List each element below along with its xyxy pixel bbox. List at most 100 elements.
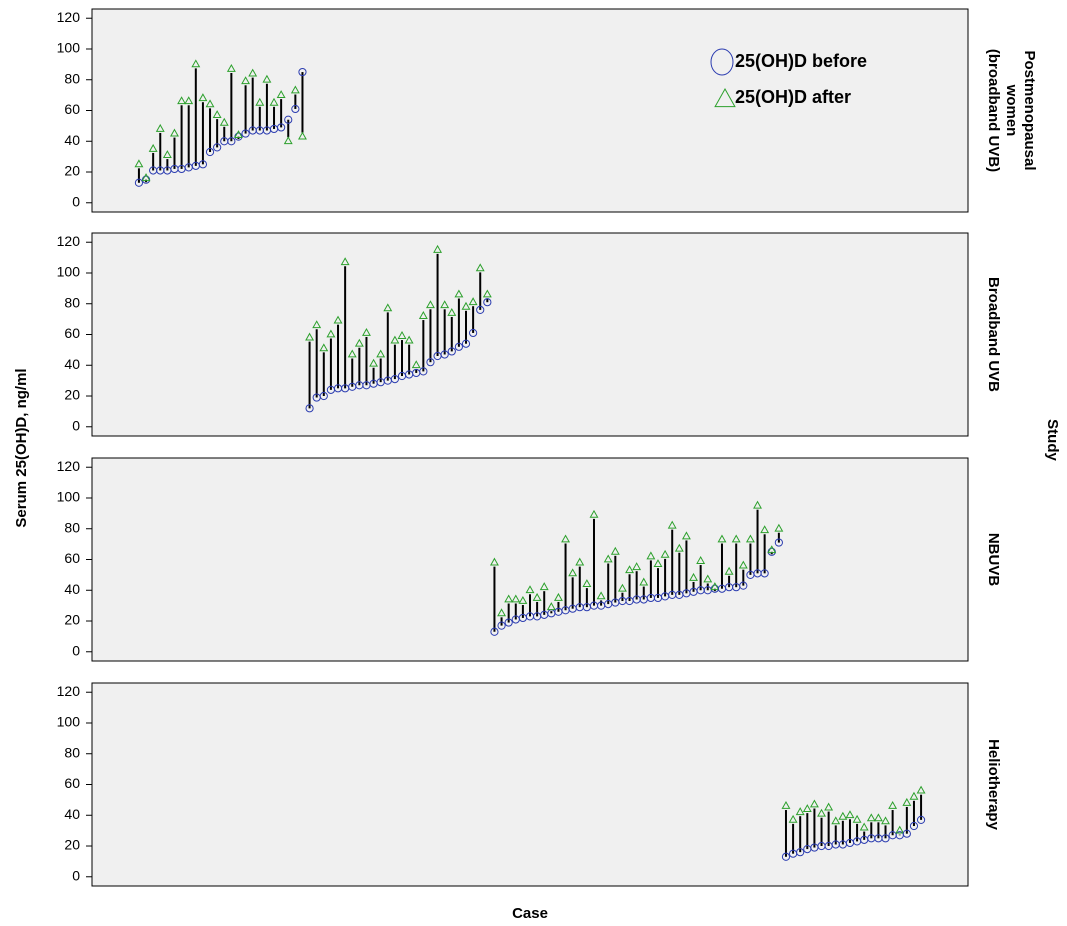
before-marker: [454, 342, 463, 351]
after-marker: [703, 574, 713, 583]
after-marker: [710, 582, 720, 591]
after-marker: [866, 813, 876, 822]
before-marker: [241, 129, 250, 138]
y-tick-label: 120: [57, 683, 81, 699]
after-marker: [632, 562, 642, 571]
before-marker: [490, 627, 499, 636]
y-tick-label: 0: [72, 642, 80, 658]
y-tick-label: 80: [64, 519, 80, 535]
y-tick-label: 20: [64, 163, 80, 179]
after-marker: [603, 554, 613, 563]
after-marker: [468, 297, 478, 306]
after-marker: [298, 131, 307, 140]
after-marker: [873, 813, 883, 822]
after-marker: [738, 560, 748, 569]
before-marker: [483, 298, 492, 307]
after-marker: [489, 557, 499, 566]
panel: [91, 682, 969, 887]
after-marker: [788, 814, 798, 823]
after-marker: [504, 594, 514, 603]
before-marker: [909, 821, 919, 831]
before-marker: [419, 367, 428, 376]
after-marker: [674, 543, 684, 552]
legend-label: 25(OH)D before: [735, 51, 867, 71]
after-marker: [781, 801, 791, 809]
after-marker: [888, 801, 898, 809]
after-marker: [262, 74, 272, 83]
after-marker: [774, 523, 784, 532]
before-marker: [774, 538, 783, 547]
y-tick-label: 0: [72, 867, 80, 883]
y-tick-label: 100: [57, 489, 81, 505]
y-tick-label: 100: [57, 714, 81, 730]
before-marker: [469, 328, 478, 338]
after-marker: [525, 585, 535, 594]
after-marker: [198, 93, 208, 102]
after-marker: [184, 96, 194, 105]
after-marker: [234, 130, 243, 139]
after-marker: [831, 816, 841, 825]
after-marker: [404, 335, 414, 344]
before-marker: [497, 621, 506, 630]
before-marker: [319, 391, 328, 401]
after-marker: [276, 90, 286, 99]
after-marker: [319, 343, 329, 352]
before-marker: [284, 115, 293, 124]
y-tick-label: 60: [64, 550, 80, 566]
y-tick-label: 40: [64, 581, 80, 597]
y-tick-label: 80: [64, 744, 80, 760]
after-marker: [205, 99, 215, 108]
after-marker: [148, 143, 158, 152]
after-marker: [212, 110, 222, 119]
facet-label: Study: [1044, 419, 1061, 461]
before-marker: [390, 374, 400, 384]
after-marker: [376, 349, 386, 358]
after-marker: [290, 85, 300, 94]
after-marker: [177, 96, 187, 105]
before-marker: [796, 848, 805, 857]
y-tick-label: 40: [64, 806, 80, 822]
after-marker: [646, 551, 656, 560]
after-marker: [546, 602, 556, 611]
after-marker: [170, 128, 179, 137]
after-marker: [497, 608, 507, 617]
before-marker: [760, 569, 769, 578]
after-marker: [582, 579, 592, 588]
after-marker: [482, 289, 492, 298]
before-marker: [461, 339, 471, 348]
after-marker: [824, 802, 834, 811]
before-marker: [476, 305, 485, 314]
after-marker: [155, 123, 165, 132]
after-marker: [916, 785, 926, 794]
before-marker: [213, 143, 222, 152]
before-marker: [277, 123, 286, 132]
after-marker: [767, 545, 777, 554]
after-marker: [219, 117, 229, 126]
y-tick-label: 20: [64, 387, 80, 403]
panel-label: women: [1003, 84, 1020, 137]
before-marker: [739, 581, 748, 590]
before-marker: [426, 358, 435, 367]
before-marker: [916, 815, 926, 824]
after-marker: [305, 332, 315, 341]
after-marker: [248, 68, 258, 77]
after-marker: [753, 500, 762, 509]
before-marker: [205, 147, 215, 157]
after-marker: [817, 808, 826, 817]
y-tick-label: 120: [57, 458, 81, 474]
panel-label: (broadband UVB): [985, 49, 1002, 172]
after-marker: [283, 136, 293, 145]
after-marker: [589, 509, 599, 518]
after-marker: [141, 173, 151, 182]
before-marker: [227, 137, 236, 146]
legend-marker: [710, 48, 734, 76]
after-marker: [909, 791, 919, 800]
panel: [91, 232, 969, 437]
after-marker: [717, 534, 727, 543]
before-marker: [902, 829, 911, 838]
before-marker: [447, 347, 456, 356]
after-marker: [760, 525, 770, 534]
y-tick-label: 100: [57, 264, 81, 280]
after-marker: [397, 331, 407, 339]
after-marker: [418, 311, 428, 319]
